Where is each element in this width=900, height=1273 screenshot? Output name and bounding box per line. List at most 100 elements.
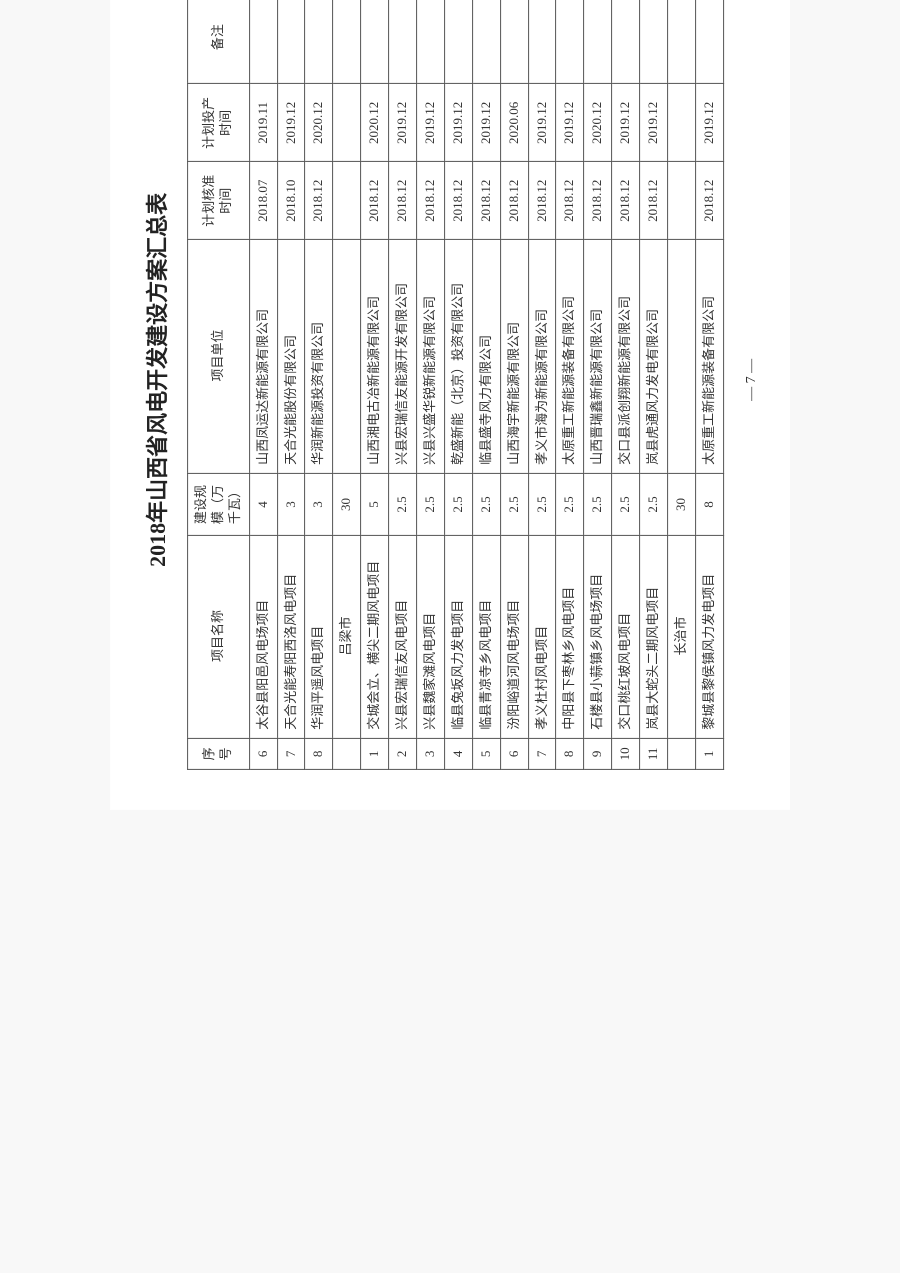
header-remark: 备注 — [188, 0, 250, 84]
cell-unit: 山西海宇新能源有限公司 — [500, 240, 528, 474]
cell-scale: 2.5 — [556, 473, 584, 535]
cell-unit: 临县盛寺风力有限公司 — [472, 240, 500, 474]
cell-unit: 山西湘电古冶新能源有限公司 — [361, 240, 389, 474]
cell-unit — [333, 240, 361, 474]
table-row: 1交城会立、横尖二期风电项目5山西湘电古冶新能源有限公司2018.122020.… — [361, 0, 389, 769]
table-row: 10交口桃红坡风电项目2.5交口县派创翔新能源有限公司2018.122019.1… — [612, 0, 640, 769]
cell-seq: 4 — [445, 738, 473, 769]
cell-approve: 2018.12 — [640, 162, 668, 240]
cell-name: 石楼县小蒜镇乡风电场项目 — [584, 536, 612, 739]
cell-scale: 2.5 — [472, 473, 500, 535]
cell-seq: 1 — [696, 738, 724, 769]
cell-seq: 3 — [417, 738, 445, 769]
cell-unit: 天合光能股份有限公司 — [277, 240, 305, 474]
cell-prod: 2020.12 — [584, 84, 612, 162]
header-approve: 计划核准时间 — [188, 162, 250, 240]
cell-scale: 3 — [305, 473, 333, 535]
cell-name: 临县青凉寺乡风电项目 — [472, 536, 500, 739]
cell-seq: 7 — [277, 738, 305, 769]
cell-approve — [333, 162, 361, 240]
cell-scale: 3 — [277, 473, 305, 535]
cell-seq: 6 — [500, 738, 528, 769]
cell-approve: 2018.12 — [696, 162, 724, 240]
header-unit: 项目单位 — [188, 240, 250, 474]
page-number: — 7 — — [744, 0, 760, 770]
table-row: 8中阳县下枣林乡风电项目2.5太原重工新能源装备有限公司2018.122019.… — [556, 0, 584, 769]
header-prod: 计划投产时间 — [188, 84, 250, 162]
cell-approve: 2018.12 — [445, 162, 473, 240]
cell-name: 汾阳峪道河风电场项目 — [500, 536, 528, 739]
cell-prod: 2019.12 — [556, 84, 584, 162]
cell-seq: 8 — [305, 738, 333, 769]
cell-name: 太谷县阳邑风电场项目 — [249, 536, 277, 739]
cell-seq: 10 — [612, 738, 640, 769]
table-row: 4临县兔坂风力发电项目2.5乾盛新能（北京）投资有限公司2018.122019.… — [445, 0, 473, 769]
cell-prod: 2019.12 — [277, 84, 305, 162]
cell-remark — [696, 0, 724, 84]
cell-unit: 兴县宏瑞信友能源开发有限公司 — [389, 240, 417, 474]
cell-unit: 太原重工新能源装备有限公司 — [696, 240, 724, 474]
cell-scale: 2.5 — [417, 473, 445, 535]
cell-scale: 30 — [333, 473, 361, 535]
cell-remark — [333, 0, 361, 84]
cell-prod — [333, 84, 361, 162]
cell-remark — [417, 0, 445, 84]
cell-unit: 华润新能源投资有限公司 — [305, 240, 333, 474]
table-row: 6太谷县阳邑风电场项目4山西凤运达新能源有限公司2018.072019.11 — [249, 0, 277, 769]
cell-scale: 8 — [696, 473, 724, 535]
cell-unit: 孝义市海为新能源有限公司 — [528, 240, 556, 474]
cell-approve: 2018.12 — [389, 162, 417, 240]
page-title: 2018年山西省风电开发建设方案汇总表 — [140, 0, 172, 770]
cell-name: 中阳县下枣林乡风电项目 — [556, 536, 584, 739]
table-row: 5临县青凉寺乡风电项目2.5临县盛寺风力有限公司2018.122019.12 — [472, 0, 500, 769]
cell-prod: 2019.12 — [528, 84, 556, 162]
cell-approve: 2018.12 — [612, 162, 640, 240]
cell-approve: 2018.07 — [249, 162, 277, 240]
cell-seq — [668, 738, 696, 769]
cell-seq — [333, 738, 361, 769]
cell-unit: 交口县派创翔新能源有限公司 — [612, 240, 640, 474]
cell-scale: 2.5 — [389, 473, 417, 535]
cell-name: 交口桃红坡风电项目 — [612, 536, 640, 739]
cell-remark — [584, 0, 612, 84]
cell-prod: 2019.12 — [696, 84, 724, 162]
cell-approve — [668, 162, 696, 240]
table-row: 长治市30 — [668, 0, 696, 769]
cell-name: 兴县魏家滩风电项目 — [417, 536, 445, 739]
cell-prod: 2019.12 — [445, 84, 473, 162]
cell-approve: 2018.10 — [277, 162, 305, 240]
table-header-row: 序号 项目名称 建设规模（万千瓦） 项目单位 计划核准时间 计划投产时间 备注 — [188, 0, 250, 769]
cell-remark — [500, 0, 528, 84]
cell-approve: 2018.12 — [472, 162, 500, 240]
cell-approve: 2018.12 — [500, 162, 528, 240]
cell-unit: 岚县虎通风力发电有限公司 — [640, 240, 668, 474]
cell-prod: 2019.12 — [640, 84, 668, 162]
cell-scale: 2.5 — [445, 473, 473, 535]
cell-remark — [389, 0, 417, 84]
cell-approve: 2018.12 — [361, 162, 389, 240]
cell-approve: 2018.12 — [584, 162, 612, 240]
cell-seq: 5 — [472, 738, 500, 769]
cell-unit — [668, 240, 696, 474]
cell-prod: 2020.06 — [500, 84, 528, 162]
cell-scale: 4 — [249, 473, 277, 535]
table-row: 2兴县宏瑞信友风电项目2.5兴县宏瑞信友能源开发有限公司2018.122019.… — [389, 0, 417, 769]
cell-name: 黎城县黎侯镇风力发电项目 — [696, 536, 724, 739]
cell-scale: 2.5 — [528, 473, 556, 535]
cell-remark — [528, 0, 556, 84]
cell-unit: 山西凤运达新能源有限公司 — [249, 240, 277, 474]
header-seq: 序号 — [188, 738, 250, 769]
cell-prod: 2019.11 — [249, 84, 277, 162]
cell-scale: 2.5 — [584, 473, 612, 535]
cell-scale: 30 — [668, 473, 696, 535]
cell-name: 孝义杜村风电项目 — [528, 536, 556, 739]
cell-prod: 2019.12 — [612, 84, 640, 162]
cell-scale: 2.5 — [612, 473, 640, 535]
cell-name: 岚县大蛇头二期风电项目 — [640, 536, 668, 739]
cell-seq: 8 — [556, 738, 584, 769]
cell-name: 吕梁市 — [333, 536, 361, 739]
cell-name: 天合光能寿阳西洛风电项目 — [277, 536, 305, 739]
table-row: 1黎城县黎侯镇风力发电项目8太原重工新能源装备有限公司2018.122019.1… — [696, 0, 724, 769]
table-row: 6汾阳峪道河风电场项目2.5山西海宇新能源有限公司2018.122020.06 — [500, 0, 528, 769]
cell-remark — [277, 0, 305, 84]
